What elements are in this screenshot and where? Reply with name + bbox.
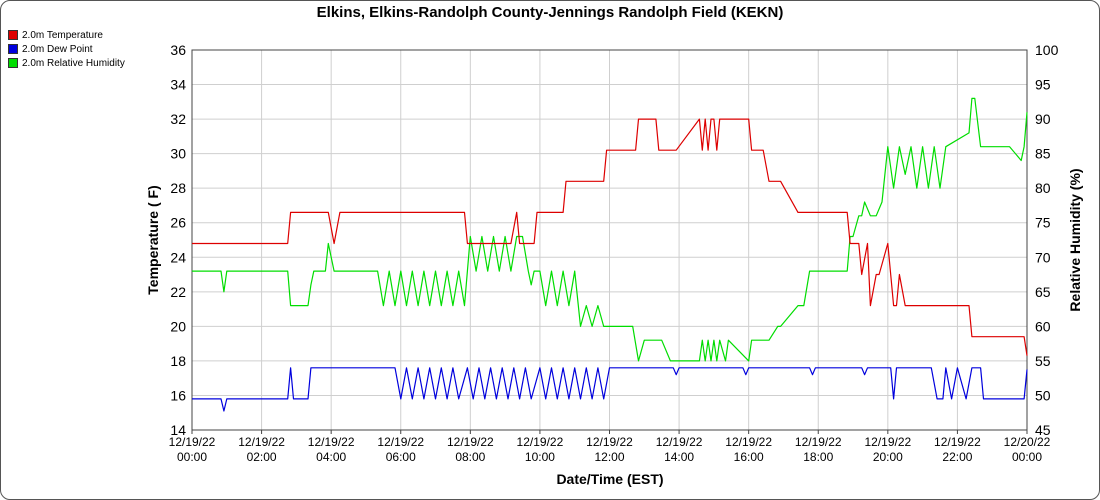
- x-tick-label-time: 04:00: [316, 450, 346, 464]
- x-tick-label-time: 08:00: [455, 450, 485, 464]
- y2-tick-label: 100: [1035, 42, 1059, 58]
- x-tick-label-time: 12:00: [594, 450, 624, 464]
- y2-tick-label: 70: [1035, 249, 1051, 265]
- chart-title: Elkins, Elkins-Randolph County-Jennings …: [316, 4, 784, 21]
- x-tick-label-time: 14:00: [664, 450, 694, 464]
- y-tick-label: 34: [170, 77, 186, 93]
- y-tick-label: 26: [170, 215, 186, 231]
- x-axis-label: Date/Time (EST): [556, 471, 663, 487]
- y-tick-label: 20: [170, 318, 186, 334]
- x-tick-label-time: 00:00: [177, 450, 207, 464]
- y2-tick-label: 65: [1035, 284, 1051, 300]
- legend-label-relative-humidity: 2.0m Relative Humidity: [22, 57, 125, 69]
- y-tick-label: 30: [170, 146, 186, 162]
- x-tick-label-time: 16:00: [734, 450, 764, 464]
- legend-label-temperature: 2.0m Temperature: [22, 29, 103, 41]
- x-tick-label-date: 12/19/22: [169, 435, 216, 449]
- x-tick-label-time: 22:00: [942, 450, 972, 464]
- x-tick-label-date: 12/19/22: [517, 435, 564, 449]
- x-tick-label-time: 06:00: [386, 450, 416, 464]
- y2-tick-label: 95: [1035, 77, 1051, 93]
- y-tick-label: 28: [170, 180, 186, 196]
- x-tick-label-time: 00:00: [1012, 450, 1042, 464]
- legend-label-dew-point: 2.0m Dew Point: [22, 43, 93, 55]
- y-tick-label: 32: [170, 111, 186, 127]
- y-tick-label: 36: [170, 42, 186, 58]
- legend-swatch-temperature: [8, 30, 18, 40]
- x-tick-label-date: 12/19/22: [308, 435, 355, 449]
- series-layer: [192, 97, 1028, 412]
- legend-item-temperature[interactable]: 2.0m Temperature: [8, 28, 125, 42]
- y-tick-label: 22: [170, 284, 186, 300]
- grid: [191, 49, 1028, 431]
- y-tick-label: 24: [170, 249, 186, 265]
- relative-humidity-line: [192, 97, 1028, 362]
- axis-layer: 14 16 18 20 22 24 26 28 30 32 34 36 45 50 55 60 65 70 75 80…: [169, 42, 1059, 464]
- legend-swatch-dew-point: [8, 44, 18, 54]
- y2-tick-label: 75: [1035, 215, 1051, 231]
- x-tick-label-date: 12/19/22: [795, 435, 842, 449]
- x-tick-label-date: 12/19/22: [725, 435, 772, 449]
- y2-tick-label: 90: [1035, 111, 1051, 127]
- y-axis-label-right: Relative Humidity (%): [1067, 168, 1083, 311]
- x-tick-label-date: 12/19/22: [586, 435, 633, 449]
- y2-tick-label: 80: [1035, 180, 1051, 196]
- x-tick-label-time: 10:00: [525, 450, 555, 464]
- dew-point-line: [192, 367, 1028, 412]
- legend: 2.0m Temperature 2.0m Dew Point 2.0m Rel…: [8, 28, 125, 70]
- y-tick-label: 18: [170, 353, 186, 369]
- x-tick-label-date: 12/19/22: [934, 435, 981, 449]
- y2-tick-label: 85: [1035, 146, 1051, 162]
- legend-item-relative-humidity[interactable]: 2.0m Relative Humidity: [8, 56, 125, 70]
- y2-tick-label: 60: [1035, 318, 1051, 334]
- legend-swatch-relative-humidity: [8, 58, 18, 68]
- temperature-line: [192, 118, 1028, 356]
- y-axis-label-left: Temperature ( F): [145, 185, 161, 294]
- y-tick-label: 16: [170, 387, 186, 403]
- y2-tick-label: 45: [1035, 422, 1051, 438]
- x-tick-label-date: 12/20/22: [1004, 435, 1051, 449]
- x-tick-label-date: 12/19/22: [447, 435, 494, 449]
- x-tick-label-date: 12/19/22: [377, 435, 424, 449]
- x-tick-label-time: 20:00: [873, 450, 903, 464]
- x-tick-label-date: 12/19/22: [656, 435, 703, 449]
- y2-tick-label: 50: [1035, 387, 1051, 403]
- x-tick-label-time: 02:00: [247, 450, 277, 464]
- legend-item-dew-point[interactable]: 2.0m Dew Point: [8, 42, 125, 56]
- x-tick-label-date: 12/19/22: [864, 435, 911, 449]
- y2-tick-label: 55: [1035, 353, 1051, 369]
- x-tick-label-time: 18:00: [803, 450, 833, 464]
- x-tick-label-date: 12/19/22: [238, 435, 285, 449]
- y-tick-label: 14: [170, 422, 186, 438]
